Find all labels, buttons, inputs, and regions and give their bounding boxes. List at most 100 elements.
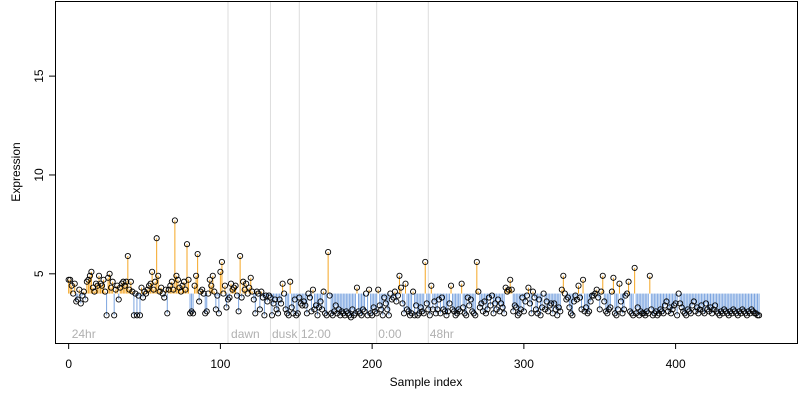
data-point-339 [579,276,587,283]
data-point-71 [173,272,180,279]
data-point-182 [341,312,348,319]
data-point-112 [235,308,242,315]
data-point-154 [299,302,306,309]
data-point-204 [375,286,382,293]
data-point-190 [353,284,361,291]
phase-label-2: dusk [272,327,298,341]
x-tick-label-3: 300 [514,357,534,371]
data-point-86 [196,298,203,305]
data-point-265 [467,296,474,303]
data-point-40 [126,286,133,293]
data-point-96 [211,288,218,295]
data-point-92 [205,290,212,297]
data-point-403 [677,300,684,307]
data-point-226 [408,310,415,317]
data-point-270 [475,288,482,295]
data-point-224 [405,308,412,315]
data-point-300 [520,308,527,315]
data-point-447 [743,312,750,319]
plot-frame [55,1,798,344]
data-point-43 [130,312,137,319]
phase-label-3: 12:00 [301,327,331,341]
phase-label-4: 0:00 [378,327,402,341]
data-point-207 [379,312,386,319]
data-point-78 [183,241,191,248]
data-point-279 [488,292,496,299]
data-point-237 [425,306,432,313]
data-point-143 [282,306,289,313]
data-point-293 [510,308,517,315]
data-point-394 [663,298,670,305]
data-point-51 [142,290,150,297]
data-point-179 [337,312,344,319]
data-point-330 [566,304,573,311]
data-point-298 [517,306,524,313]
data-point-349 [595,294,602,301]
data-point-4 [71,280,78,287]
data-point-333 [570,298,577,305]
data-point-322 [554,312,561,319]
data-point-264 [466,302,473,309]
data-point-48 [138,284,145,291]
data-point-93 [206,276,213,283]
data-point-11 [82,296,89,303]
data-point-398 [669,306,676,313]
data-point-256 [454,310,461,317]
data-point-282 [493,306,500,313]
data-point-15 [88,268,95,275]
data-point-201 [370,304,377,311]
data-point-193 [358,312,365,319]
data-point-113 [237,252,244,260]
data-point-362 [614,306,621,313]
data-point-335 [573,296,581,303]
data-point-206 [378,306,385,313]
data-point-141 [279,280,286,287]
data-point-151 [294,310,301,317]
x-tick-label-4: 400 [666,357,686,371]
data-point-44 [132,290,139,297]
data-point-164 [314,312,321,319]
x-axis: 0 100 200 300 400 [65,343,686,371]
data-point-91 [203,308,210,315]
data-point-303 [525,284,532,291]
data-point-306 [529,288,537,295]
data-point-314 [542,306,549,313]
data-point-30 [111,312,118,319]
data-point-302 [523,292,530,299]
data-point-343 [586,308,593,315]
data-point-41 [127,278,134,285]
data-point-308 [532,306,540,313]
data-point-341 [583,304,590,311]
data-point-73 [176,284,183,291]
data-point-189 [352,310,359,317]
data-point-364 [617,298,625,305]
data-point-222 [402,280,409,287]
phase-label-0: 24hr [72,327,96,341]
data-point-325 [558,286,565,293]
data-point-114 [238,294,245,301]
data-point-210 [384,306,391,313]
data-point-336 [575,282,582,289]
data-point-196 [363,290,370,297]
data-point-123 [252,310,259,317]
data-point-259 [458,280,465,287]
data-point-208 [381,294,388,301]
data-point-6 [74,296,81,303]
data-point-358 [608,288,615,295]
x-axis-title: Sample index [390,375,463,389]
data-point-243 [434,306,441,313]
data-point-337 [576,294,584,301]
data-point-312 [539,304,546,311]
data-point-67 [167,282,174,289]
y-tick-label-0: 5 [32,270,46,277]
y-tick-label-2: 15 [32,69,46,83]
data-point-232 [417,304,424,311]
data-point-47 [136,312,144,319]
data-point-49 [139,294,147,301]
data-point-165 [315,304,323,311]
data-point-353 [601,298,608,305]
data-point-104 [223,304,230,311]
data-point-361 [613,312,620,319]
data-point-263 [464,294,471,301]
